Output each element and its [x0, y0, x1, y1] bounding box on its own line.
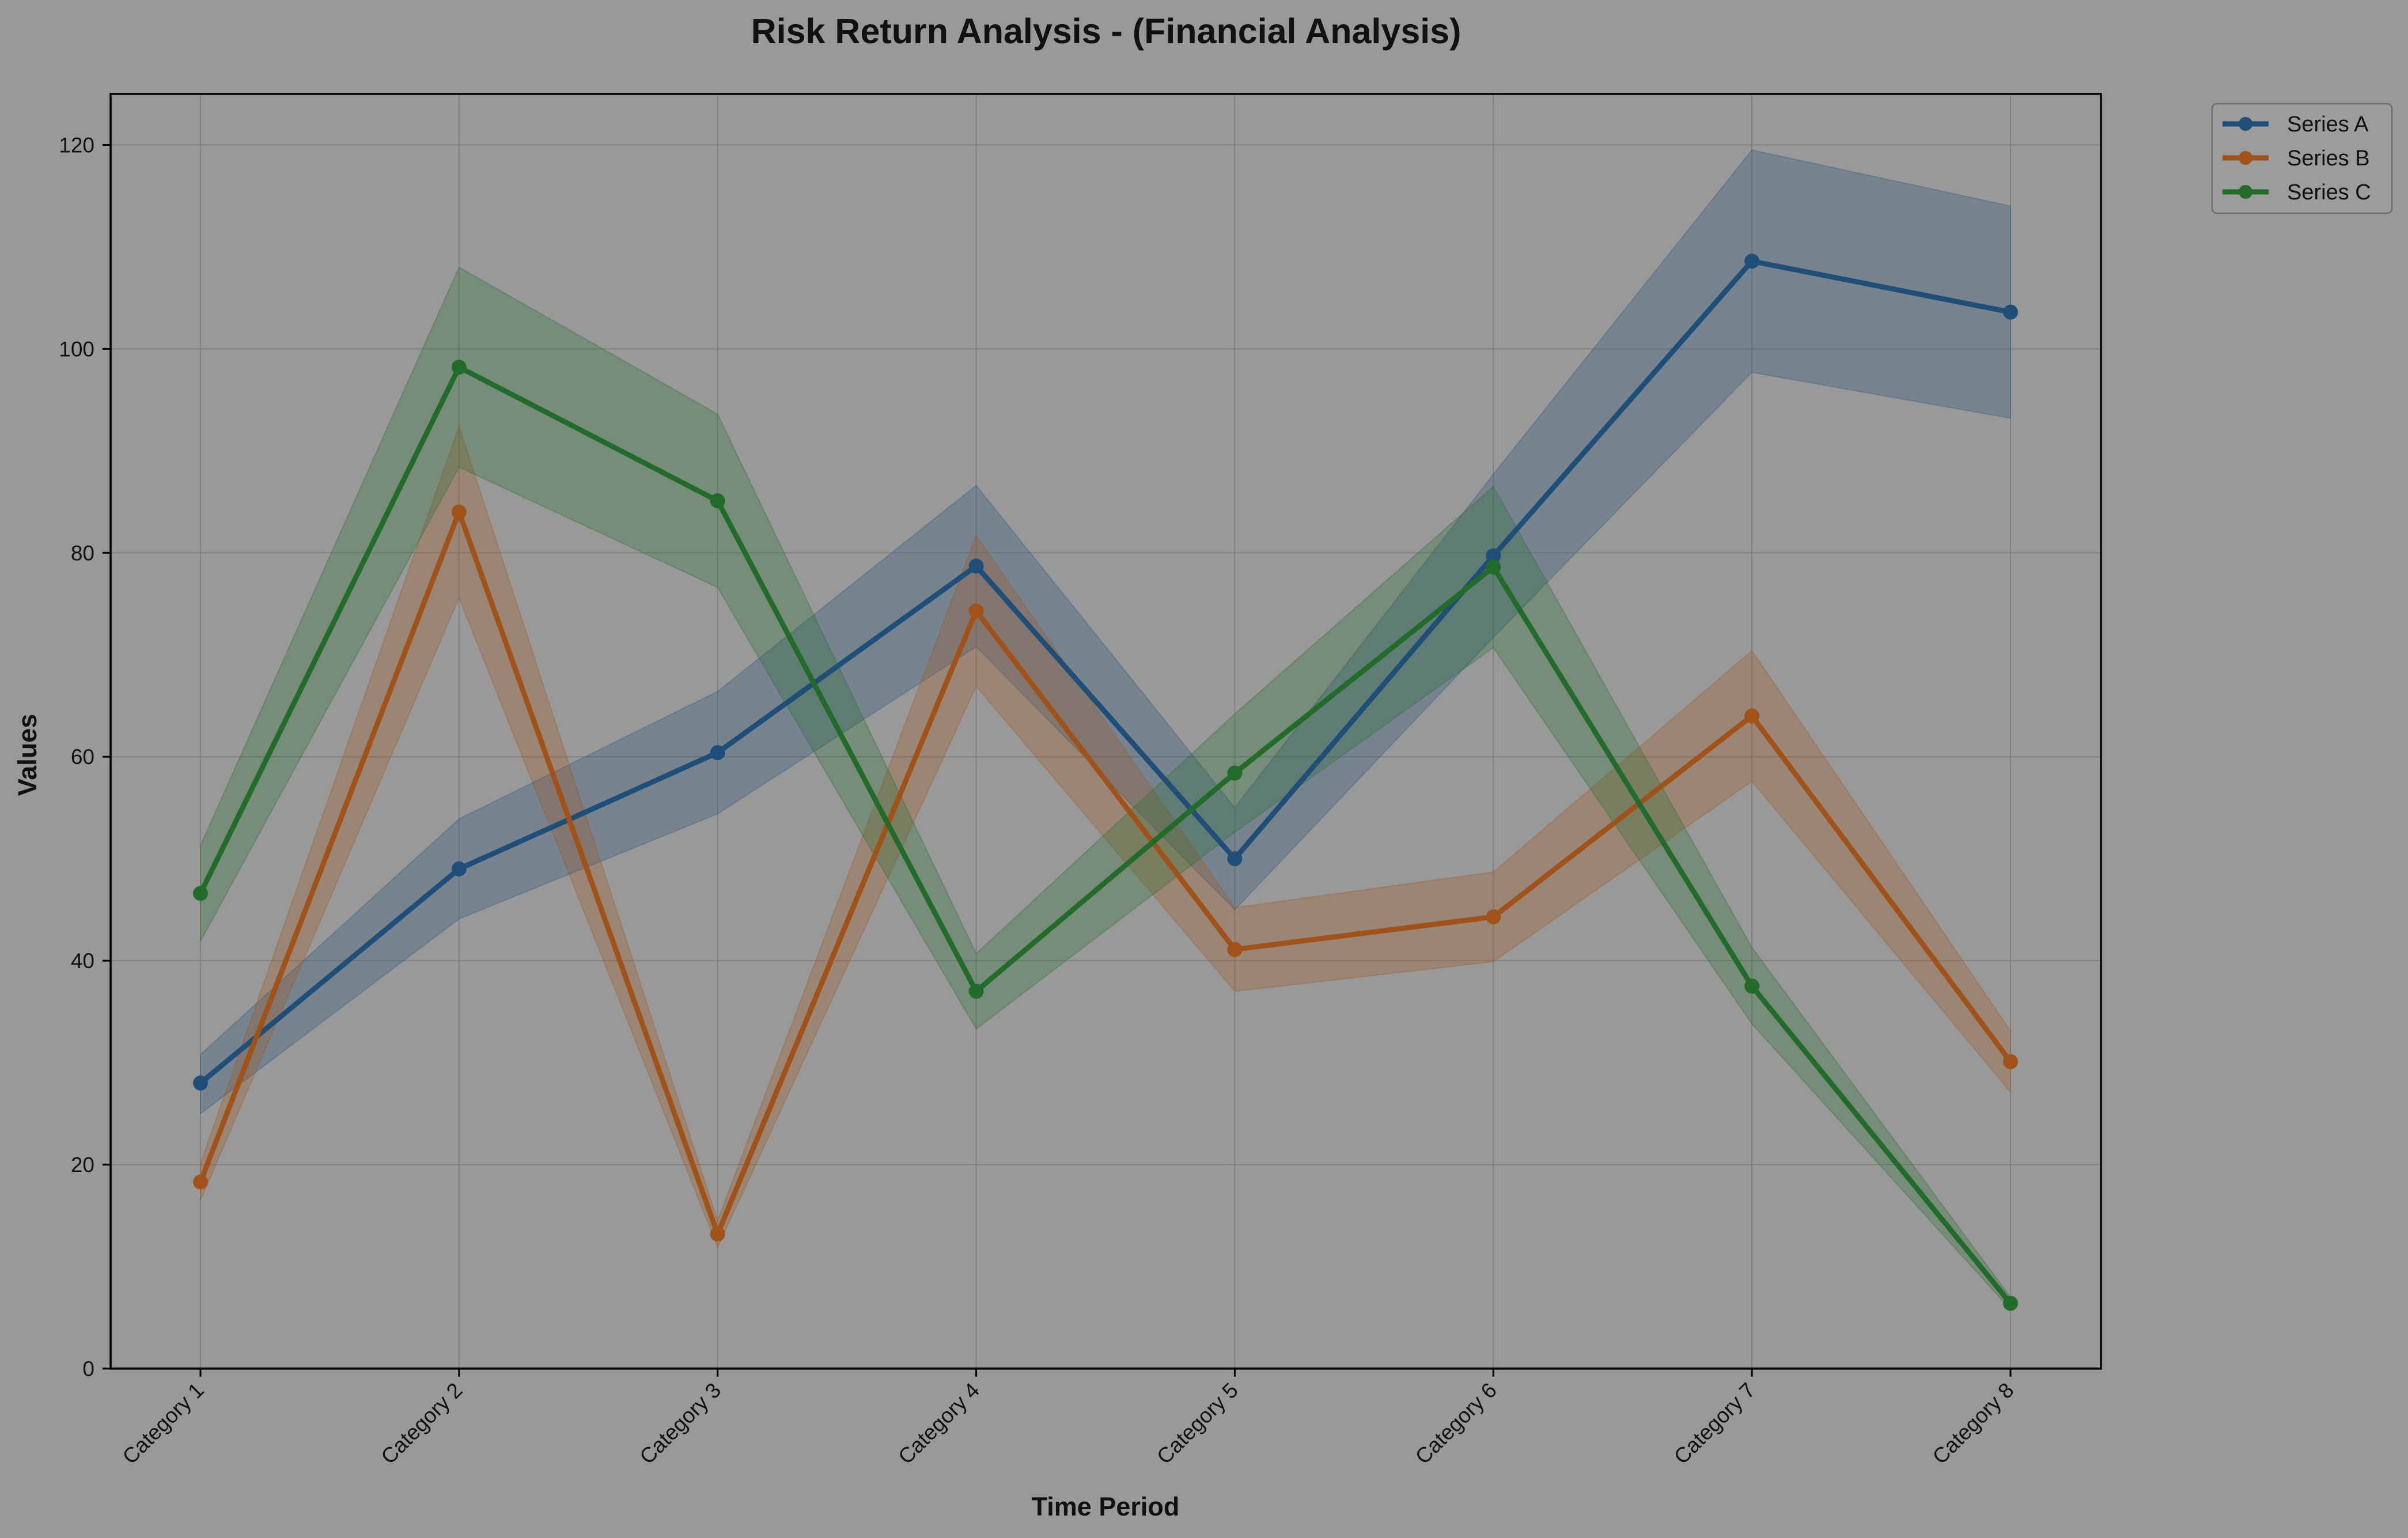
data-point-series-2 [710, 1226, 725, 1242]
y-tick-label: 80 [71, 541, 94, 565]
y-tick-label: 40 [71, 949, 94, 973]
data-point-series-2 [968, 603, 984, 619]
series-lines [198, 258, 2013, 1306]
series-line-2 [198, 509, 2013, 1237]
data-point-series-1 [193, 1075, 208, 1091]
legend-box [2211, 103, 2393, 214]
legend: Series A Series B Series C [2211, 103, 2393, 214]
series-markers [193, 254, 2018, 1311]
data-point-series-1 [1227, 851, 1243, 867]
data-point-series-3 [710, 493, 725, 509]
data-point-series-2 [193, 1174, 208, 1190]
plot-area-frame [109, 93, 2102, 1370]
data-point-series-3 [193, 886, 208, 901]
grid-lines [111, 94, 2101, 1369]
legend-label: Series C [2287, 180, 2371, 205]
series-line-1 [198, 258, 2013, 1086]
data-point-series-1 [1486, 548, 1501, 564]
data-point-series-2 [1486, 909, 1501, 925]
data-point-series-3 [1227, 765, 1243, 781]
data-point-series-3 [1486, 560, 1501, 575]
data-point-series-3 [968, 984, 984, 999]
data-point-series-1 [710, 745, 725, 761]
data-point-series-2 [2003, 1054, 2018, 1070]
series-line-3 [198, 364, 2013, 1306]
data-point-series-3 [2003, 1295, 2018, 1311]
data-point-series-1 [2003, 304, 2018, 320]
y-tick-label: 100 [59, 337, 94, 361]
data-point-series-1 [451, 861, 467, 876]
data-point-series-2 [451, 504, 467, 520]
y-tick-label: 120 [59, 133, 94, 157]
y-tick-label: 60 [71, 745, 94, 769]
legend-label: Series A [2287, 112, 2369, 137]
y-axis-label: Values [13, 714, 42, 796]
legend-label: Series B [2287, 146, 2370, 171]
y-tick-label: 20 [71, 1153, 94, 1177]
data-point-series-1 [968, 558, 984, 574]
data-point-series-3 [451, 360, 467, 375]
confidence-band-series-2 [200, 424, 2011, 1249]
legend-marker [2239, 117, 2252, 131]
chart-title: Risk Return Analysis - (Financial Analys… [751, 12, 1462, 51]
data-point-series-2 [1227, 942, 1243, 957]
y-axis-ticks: 0 20 40 60 80 100 120 [59, 133, 111, 1381]
legend-marker [2239, 151, 2252, 165]
data-point-series-2 [1744, 708, 1760, 724]
data-point-series-3 [1744, 978, 1760, 994]
x-axis-label: Time Period [1032, 1492, 1180, 1521]
y-tick-label: 0 [82, 1357, 94, 1381]
legend-marker [2239, 185, 2252, 199]
confidence-band-series-1 [200, 149, 2011, 1115]
data-point-series-1 [1744, 254, 1760, 269]
